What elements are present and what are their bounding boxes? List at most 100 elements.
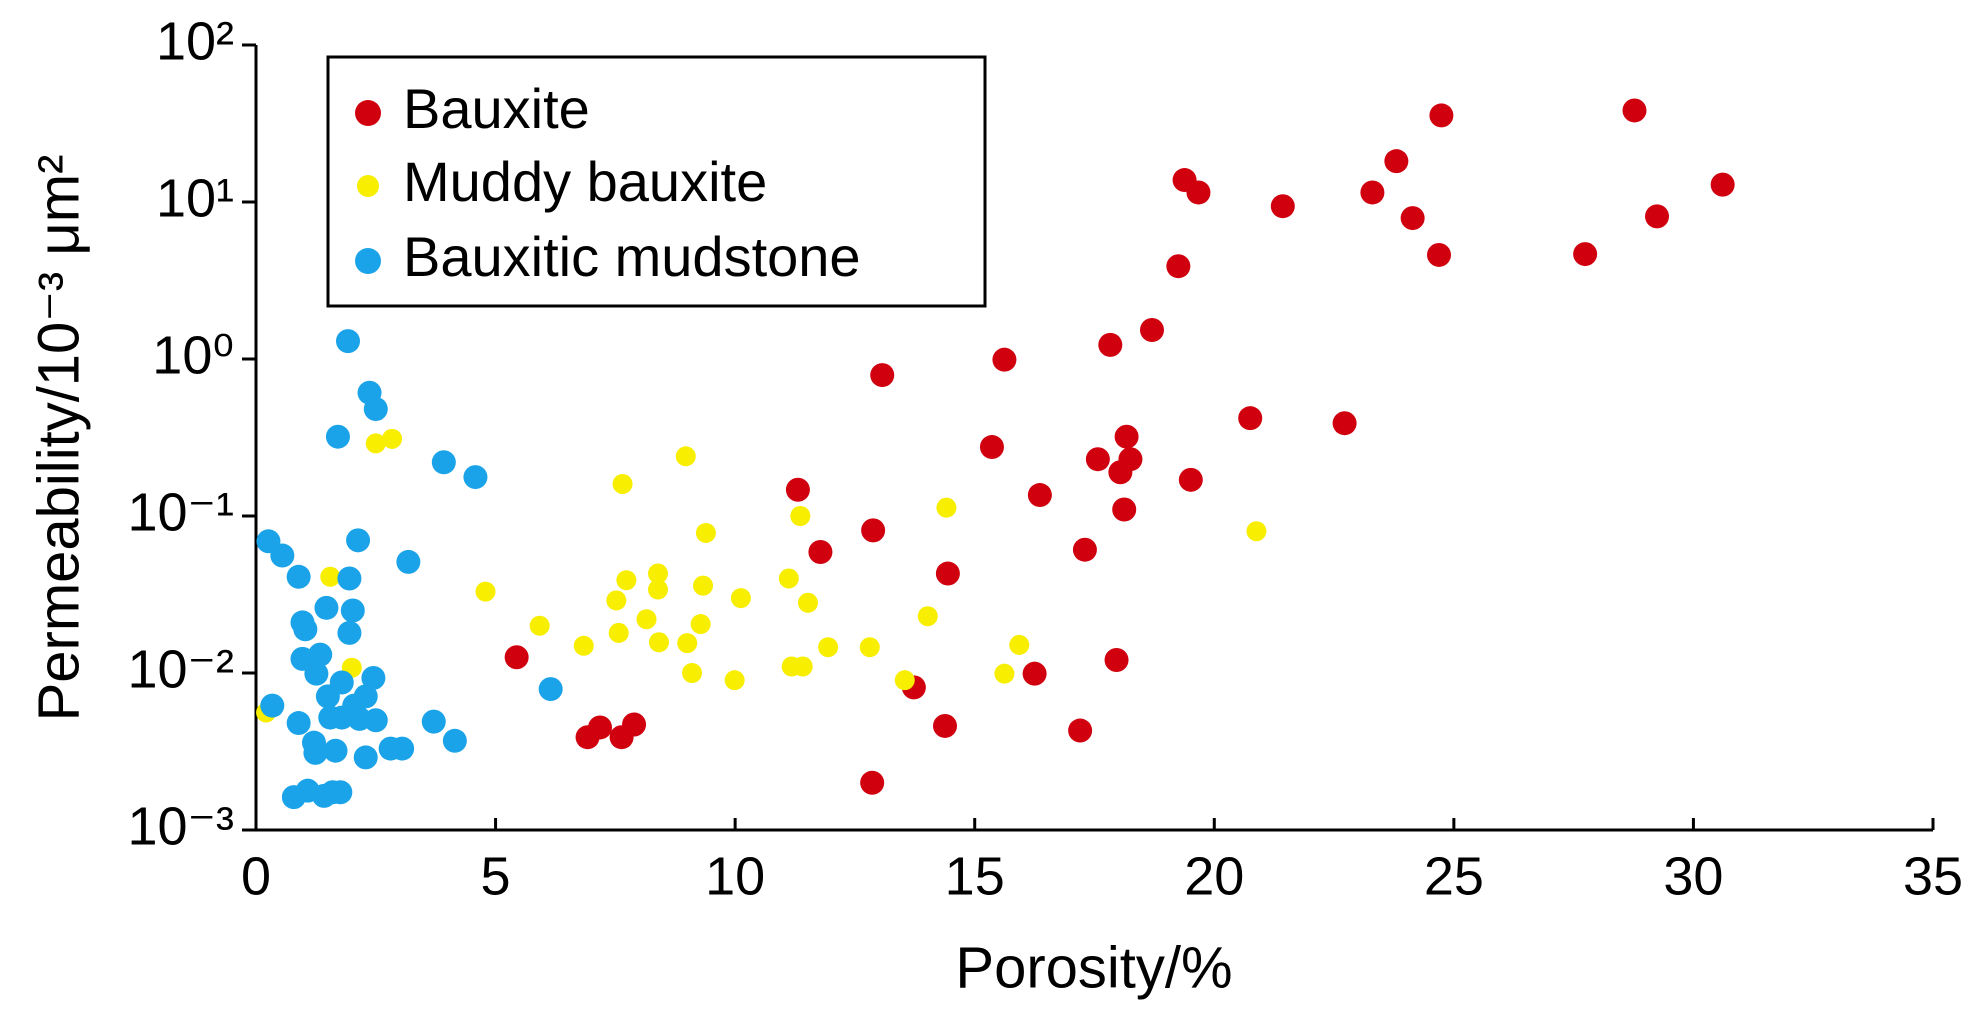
point (293, 617, 318, 642)
point (421, 709, 446, 734)
series (504, 98, 1735, 795)
point (1118, 447, 1143, 472)
point (785, 477, 810, 502)
point (328, 780, 353, 805)
point (1072, 537, 1097, 562)
y-tick-label: 10⁻² (127, 639, 234, 699)
point (1238, 406, 1263, 431)
point (1186, 180, 1211, 205)
point (1166, 254, 1191, 279)
point (260, 693, 285, 718)
point (933, 713, 958, 738)
point (353, 684, 378, 709)
point (778, 568, 799, 589)
point (790, 506, 811, 526)
point (270, 543, 295, 568)
x-tick-label: 20 (1184, 846, 1244, 906)
point (1068, 718, 1093, 743)
x-tick-label: 10 (705, 846, 765, 906)
point (1246, 521, 1267, 542)
point (325, 424, 350, 449)
point (992, 347, 1017, 372)
point (573, 635, 594, 656)
legend-label: Bauxite (403, 77, 590, 140)
point (1022, 661, 1047, 686)
point (648, 579, 669, 600)
point (431, 450, 456, 475)
point (730, 588, 751, 609)
point (724, 670, 745, 691)
legend-label: Bauxitic mudstone (403, 225, 861, 288)
x-tick-label: 0 (241, 846, 271, 906)
legend-marker (355, 248, 381, 274)
point (636, 609, 657, 630)
point (1429, 103, 1454, 128)
point (677, 633, 698, 654)
point (1710, 172, 1735, 197)
point (1573, 242, 1598, 267)
y-tick-label: 10⁰ (152, 325, 234, 385)
point (808, 539, 833, 564)
legend-marker (355, 100, 381, 126)
point (346, 528, 371, 553)
point (1027, 483, 1052, 508)
point (622, 712, 647, 737)
point (1400, 206, 1425, 231)
point (936, 497, 957, 518)
point (308, 642, 333, 667)
point (935, 561, 960, 586)
point (382, 428, 403, 449)
point (979, 435, 1004, 460)
point (475, 581, 496, 602)
legend-label: Muddy bauxite (403, 150, 767, 213)
point (314, 595, 339, 620)
series (256, 428, 1267, 723)
point (320, 566, 341, 587)
point (1114, 424, 1139, 449)
point (860, 770, 885, 795)
point (353, 745, 378, 770)
point (675, 446, 696, 467)
point (286, 711, 311, 736)
point (870, 363, 895, 388)
x-tick-label: 5 (481, 846, 511, 906)
y-tick-label: 10⁻³ (127, 796, 234, 856)
point (1104, 648, 1129, 673)
point (994, 663, 1015, 684)
x-tick-label: 15 (945, 846, 1005, 906)
point (695, 522, 716, 543)
point (1360, 180, 1385, 205)
point (303, 740, 328, 765)
point (792, 656, 813, 677)
point (797, 592, 818, 613)
point (442, 728, 467, 753)
point (390, 736, 415, 761)
point (612, 473, 633, 494)
point (529, 615, 550, 636)
x-tick-label: 25 (1424, 846, 1484, 906)
y-tick-label: 10² (156, 11, 234, 71)
point (1384, 149, 1409, 174)
point (693, 575, 714, 596)
point (588, 715, 613, 740)
point (608, 622, 629, 643)
point (1009, 634, 1030, 655)
point (1098, 332, 1123, 357)
y-tick-label: 10¹ (156, 168, 234, 228)
point (463, 465, 488, 490)
x-tick-label: 30 (1663, 846, 1723, 906)
point (648, 632, 669, 653)
point (682, 663, 703, 683)
point (1427, 242, 1452, 267)
series (256, 329, 563, 810)
y-tick-label: 10⁻¹ (127, 482, 234, 542)
point (337, 566, 362, 591)
point (1085, 447, 1110, 472)
point (1139, 318, 1164, 343)
point (1270, 194, 1295, 219)
point (363, 708, 388, 733)
point (361, 665, 386, 690)
y-axis-title: Permeability/10⁻³ μm² (26, 155, 91, 722)
point (365, 433, 386, 454)
